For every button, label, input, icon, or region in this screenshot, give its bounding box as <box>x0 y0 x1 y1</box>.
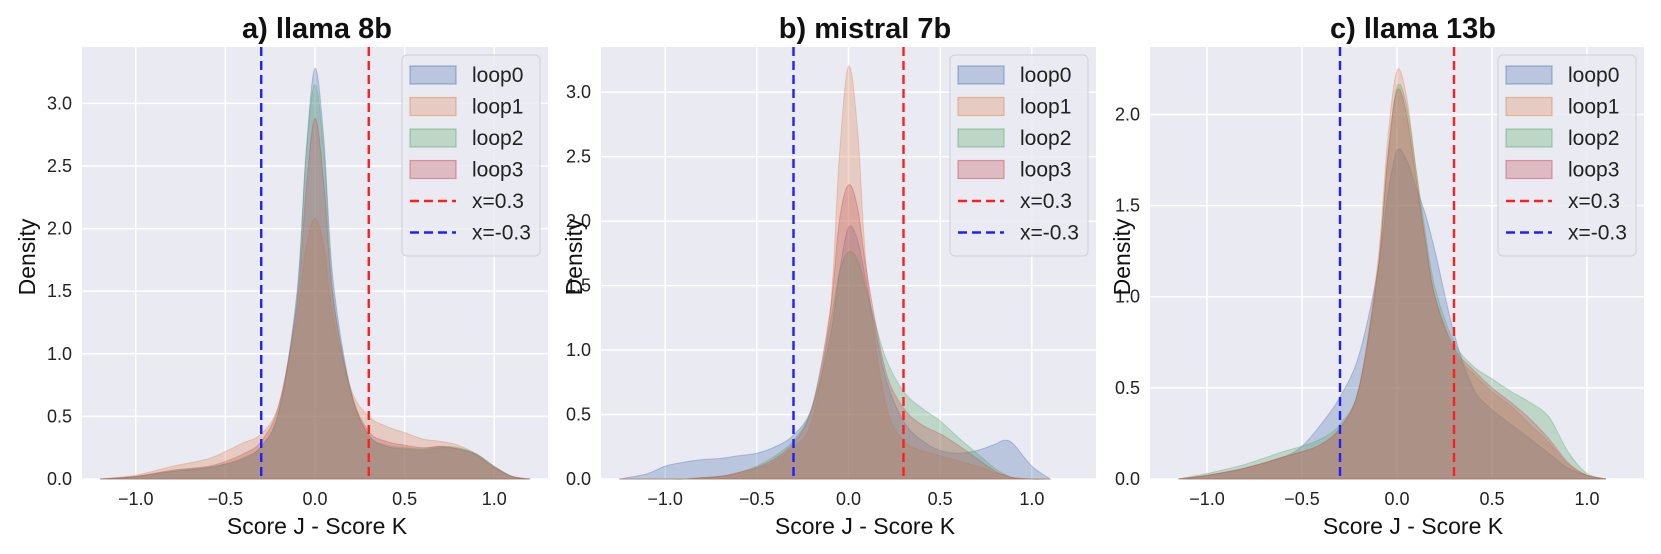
legend-label-loop1: loop1 <box>472 96 523 119</box>
y-tick-label: 2.5 <box>47 156 72 176</box>
density-area-loop1 <box>1178 68 1607 480</box>
legend-swatch-loop0 <box>1505 65 1553 85</box>
density-area-loop0 <box>619 225 1052 480</box>
y-tick-label: 3.0 <box>47 93 72 113</box>
legend-label-loop2: loop2 <box>1020 127 1071 150</box>
x-tick-label: 0.0 <box>1384 489 1409 509</box>
x-tick-label: 0.0 <box>836 489 861 509</box>
legend-swatch-loop3 <box>409 159 457 180</box>
legend-box <box>401 54 541 257</box>
plot-area: −1.0 −0.5 0.0 0.5 1.00.00.51.01.52.0loop0loo… <box>1115 47 1644 509</box>
x-axis-label: Score J - Score K <box>775 513 956 539</box>
legend-swatch-loop3 <box>1505 159 1553 180</box>
y-tick-label: 1.5 <box>47 281 72 301</box>
density-area-loop1 <box>99 218 531 480</box>
x-tick-label: 1.0 <box>1574 489 1599 509</box>
y-axis-label: Density <box>561 218 587 295</box>
x-tick-label: 1.0 <box>1019 489 1044 509</box>
y-axis-label: Density <box>1109 218 1135 295</box>
y-tick-label: 0.0 <box>1115 469 1140 489</box>
legend-swatch-loop1 <box>409 96 457 117</box>
legend-label-loop3: loop3 <box>1020 159 1071 182</box>
legend-swatch-loop0 <box>409 65 457 85</box>
y-tick-label: 1.0 <box>566 340 591 360</box>
legend-label-x=-0.3: x=-0.3 <box>1020 222 1079 245</box>
panel-llama-8b: −1.0 −0.5 0.0 0.5 1.0 0.0 0.5 1.0 1.5 2.0 2.5 3.0 lo… <box>14 13 548 539</box>
y-tick-label: 2.5 <box>566 147 591 167</box>
legend-label-loop0: loop0 <box>1568 64 1619 87</box>
legend-swatch-loop1 <box>1505 96 1553 117</box>
density-area-loop2 <box>99 84 531 480</box>
x-tick-label: −0.5 <box>208 489 244 509</box>
legend-label-loop3: loop3 <box>1568 159 1619 182</box>
legend-label-x=0.3: x=0.3 <box>1020 190 1072 213</box>
legend-label-x=0.3: x=0.3 <box>472 190 524 213</box>
legend-label-loop3: loop3 <box>472 159 523 182</box>
x-tick-label: −1.0 <box>118 489 154 509</box>
legend-swatch-loop3 <box>957 159 1005 180</box>
legend-swatch-loop2 <box>957 128 1005 148</box>
x-tick-label: 1.0 <box>482 489 507 509</box>
legend: loop0 loop1 loop2 loop3 x=0.3 x=-0.3 <box>1497 54 1637 257</box>
legend-label-loop0: loop0 <box>1020 64 1071 87</box>
y-axis-label: Density <box>14 218 40 295</box>
x-tick-label: 0.5 <box>1479 489 1504 509</box>
y-tick-label: 0.0 <box>47 469 72 489</box>
legend-box <box>1497 54 1637 257</box>
legend-label-loop1: loop1 <box>1568 96 1619 119</box>
y-tick-label: 3.0 <box>566 82 591 102</box>
density-area-loop1 <box>619 65 1051 480</box>
y-tick-label: 2.0 <box>566 211 591 231</box>
x-tick-label: −1.0 <box>1189 489 1225 509</box>
plot-area: −1.0 −0.5 0.0 0.5 1.0 0.0 0.5 1.0 1.5 2.0 2.5 3.0 lo… <box>566 47 1096 509</box>
density-area-loop3 <box>619 184 1051 480</box>
x-axis-label: Score J - Score K <box>1323 513 1504 539</box>
panel-llama-13b: −1.0 −0.5 0.0 0.5 1.00.00.51.01.52.0loop0loo… <box>1109 13 1644 539</box>
y-tick-label: 2.0 <box>47 219 72 239</box>
y-tick-label: 0.5 <box>1115 378 1140 398</box>
plot-area: −1.0 −0.5 0.0 0.5 1.0 0.0 0.5 1.0 1.5 2.0 2.5 3.0 lo… <box>47 47 548 509</box>
y-tick-label: 0.5 <box>566 405 591 425</box>
x-tick-label: 0.0 <box>302 489 327 509</box>
y-tick-label: 2.0 <box>1115 104 1140 124</box>
x-axis-label: Score J - Score K <box>227 513 408 539</box>
legend-label-loop1: loop1 <box>1020 96 1071 119</box>
panel-title: c) llama 13b <box>1330 13 1496 45</box>
legend-label-loop0: loop0 <box>472 64 523 87</box>
legend-label-loop2: loop2 <box>472 127 523 150</box>
density-area-loop0 <box>99 67 531 480</box>
density-area-loop3 <box>99 117 531 480</box>
legend-label-x=0.3: x=0.3 <box>1568 190 1620 213</box>
x-tick-label: −0.5 <box>1284 489 1320 509</box>
density-area-loop0 <box>1178 148 1607 480</box>
density-area-loop3 <box>1178 88 1607 480</box>
legend-label-x=-0.3: x=-0.3 <box>1568 222 1627 245</box>
panel-title: a) llama 8b <box>242 13 392 45</box>
y-tick-label: 1.0 <box>47 344 72 364</box>
density-area-loop2 <box>619 250 1051 480</box>
legend-swatch-loop1 <box>957 96 1005 117</box>
legend-swatch-loop0 <box>957 65 1005 85</box>
legend: loop0 loop1 loop2 loop3 x=0.3 x=-0.3 <box>949 54 1089 257</box>
legend-box <box>949 54 1089 257</box>
legend-swatch-loop2 <box>1505 128 1553 148</box>
y-tick-label: 1.5 <box>566 276 591 296</box>
y-tick-label: 0.5 <box>47 406 72 426</box>
x-tick-label: −1.0 <box>647 489 683 509</box>
panel-mistral-7b: −1.0 −0.5 0.0 0.5 1.0 0.0 0.5 1.0 1.5 2.0 2.5 3.0 lo… <box>561 13 1096 539</box>
panel-title: b) mistral 7b <box>779 13 951 45</box>
x-tick-label: −0.5 <box>739 489 775 509</box>
legend-label-loop2: loop2 <box>1568 127 1619 150</box>
x-tick-label: 0.5 <box>928 489 953 509</box>
x-tick-label: 0.5 <box>392 489 417 509</box>
y-tick-label: 1.0 <box>1115 287 1140 307</box>
legend-label-x=-0.3: x=-0.3 <box>472 222 531 245</box>
legend-swatch-loop2 <box>409 128 457 148</box>
y-tick-label: 1.5 <box>1115 196 1140 216</box>
density-area-loop2 <box>1178 83 1607 480</box>
legend: loop0 loop1 loop2 loop3 x=0.3 x=-0.3 <box>401 54 541 257</box>
y-tick-label: 0.0 <box>566 469 591 489</box>
